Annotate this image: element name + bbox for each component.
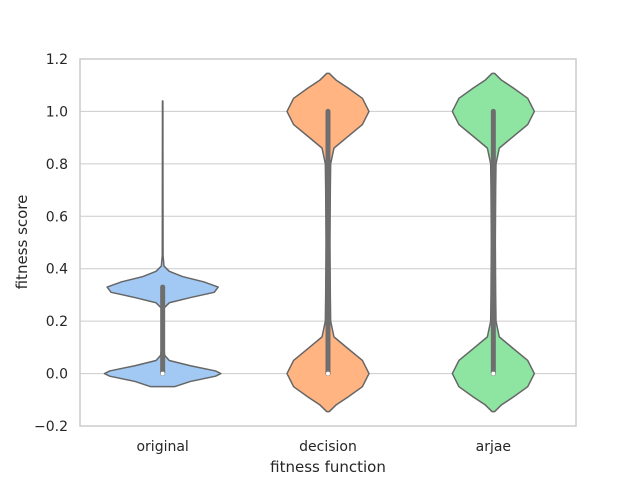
y-tick-label: 1.0 [46,104,68,120]
y-axis-label: fitness score [13,195,31,290]
y-tick-label: 0.0 [46,367,68,383]
y-tick-label: 1.2 [46,52,68,68]
y-axis-ticks: −0.2 0.0 0.2 0.4 0.6 0.8 1.0 1.2 [34,52,68,435]
violins [103,72,536,413]
x-tick-label-decision: decision [299,439,357,455]
violin-decision [286,72,370,413]
x-tick-label-original: original [136,439,188,455]
violin-median-decision [326,371,330,376]
x-axis-ticks: original decision arjae [136,439,511,455]
x-axis-label: fitness function [270,458,386,476]
violin-original [103,100,222,388]
y-tick-label: 0.2 [46,314,68,330]
y-tick-label: 0.6 [46,209,68,225]
y-tick-label: 0.8 [46,157,68,173]
plot-frame [79,58,577,427]
x-tick-label-arjae: arjae [476,439,511,455]
violin-median-original [160,371,165,376]
y-tick-label: 0.4 [46,262,68,278]
y-tick-label: −0.2 [34,419,68,435]
violin-arjae [451,72,536,413]
violin-median-arjae [491,371,496,376]
